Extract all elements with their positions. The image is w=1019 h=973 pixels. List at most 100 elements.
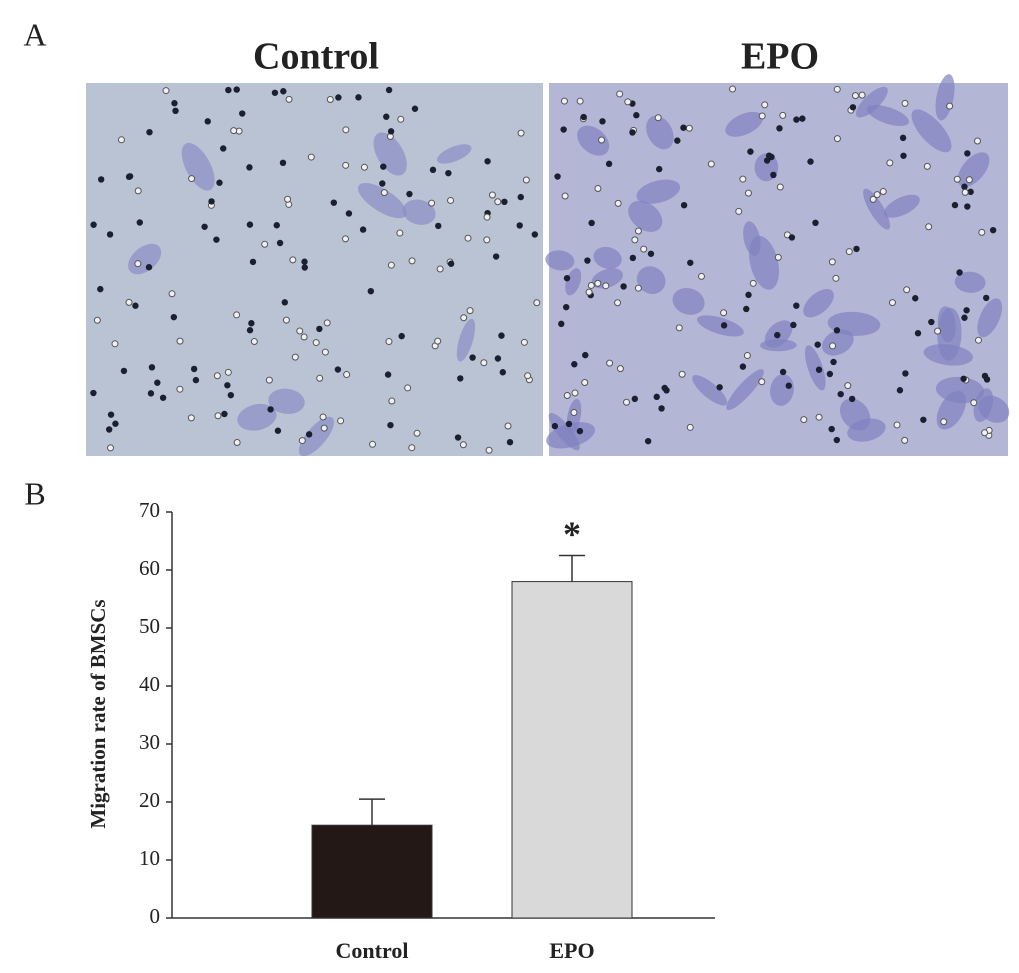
pore (146, 128, 153, 136)
cell-body (577, 125, 610, 156)
pore (973, 137, 981, 145)
pore (788, 234, 796, 241)
cell-body (237, 403, 277, 431)
pore (745, 291, 752, 299)
pore (359, 226, 367, 233)
pore (107, 411, 115, 418)
pore (925, 223, 933, 231)
pore (501, 198, 508, 206)
pore (629, 129, 636, 136)
pore (249, 258, 257, 266)
pore (436, 265, 444, 273)
pore (620, 283, 627, 290)
y-tick-label: 50 (139, 614, 160, 638)
pore (563, 392, 571, 400)
pore (233, 311, 241, 319)
pore (227, 391, 235, 399)
pore (172, 107, 179, 115)
pore (951, 201, 959, 209)
pore (833, 436, 841, 444)
pore (517, 193, 524, 201)
pore (248, 320, 255, 327)
pore (396, 229, 404, 237)
pore (246, 221, 254, 228)
pore (132, 302, 139, 309)
pore (531, 231, 539, 238)
pore (551, 422, 559, 430)
pore (893, 421, 901, 429)
pore (246, 327, 254, 334)
pore (634, 227, 642, 235)
pore (989, 226, 997, 234)
pore (570, 409, 578, 417)
pore (563, 274, 571, 282)
cell-body (436, 144, 472, 164)
pore (464, 234, 472, 242)
pore (176, 385, 184, 393)
micrograph (86, 83, 543, 456)
pore (312, 339, 320, 347)
pore (125, 298, 133, 306)
pore (720, 322, 728, 329)
pore (187, 414, 195, 422)
pore (981, 372, 989, 380)
pore (274, 427, 282, 434)
pore (408, 444, 416, 452)
pore (342, 126, 350, 134)
pore (190, 365, 198, 373)
pore (469, 354, 476, 361)
pore (698, 272, 706, 280)
cell-body (957, 152, 990, 187)
pore (239, 110, 246, 117)
pore (413, 429, 421, 437)
pore (298, 437, 306, 445)
pore (923, 162, 931, 170)
pore (800, 416, 808, 424)
pore (145, 264, 153, 271)
pore (920, 416, 927, 423)
pore (747, 148, 754, 155)
pore (826, 370, 834, 378)
panel-label: B (24, 475, 45, 511)
pore (276, 239, 284, 247)
pore (606, 359, 614, 367)
pore (522, 176, 530, 184)
cell-body (456, 318, 476, 362)
pore (594, 184, 602, 192)
pore (853, 245, 860, 253)
pore (408, 257, 416, 265)
pore (658, 405, 665, 412)
cell-body (725, 111, 763, 137)
pore (953, 175, 961, 183)
pore (743, 352, 751, 360)
pore (956, 269, 963, 276)
pore (799, 115, 806, 122)
pore (833, 135, 841, 143)
pore (654, 114, 662, 122)
pore (622, 398, 630, 406)
pore (940, 418, 948, 426)
pore (316, 325, 323, 333)
pore (912, 295, 919, 302)
pore (558, 320, 565, 328)
pore (560, 126, 567, 133)
pore (398, 332, 405, 340)
cell-body (803, 288, 834, 318)
pore (616, 365, 624, 373)
pore (779, 111, 787, 119)
pore (581, 378, 589, 386)
pore (159, 394, 167, 401)
pore (961, 183, 968, 190)
pore (136, 219, 143, 226)
pore (267, 406, 274, 413)
pore (447, 260, 455, 267)
pore (903, 286, 911, 294)
pore (814, 341, 821, 348)
pore (225, 86, 232, 94)
y-axis-label: Migration rate of BMSCs (86, 599, 110, 828)
pore (107, 444, 115, 452)
pore (213, 372, 221, 380)
pore (873, 191, 881, 199)
y-tick-label: 30 (139, 730, 160, 754)
